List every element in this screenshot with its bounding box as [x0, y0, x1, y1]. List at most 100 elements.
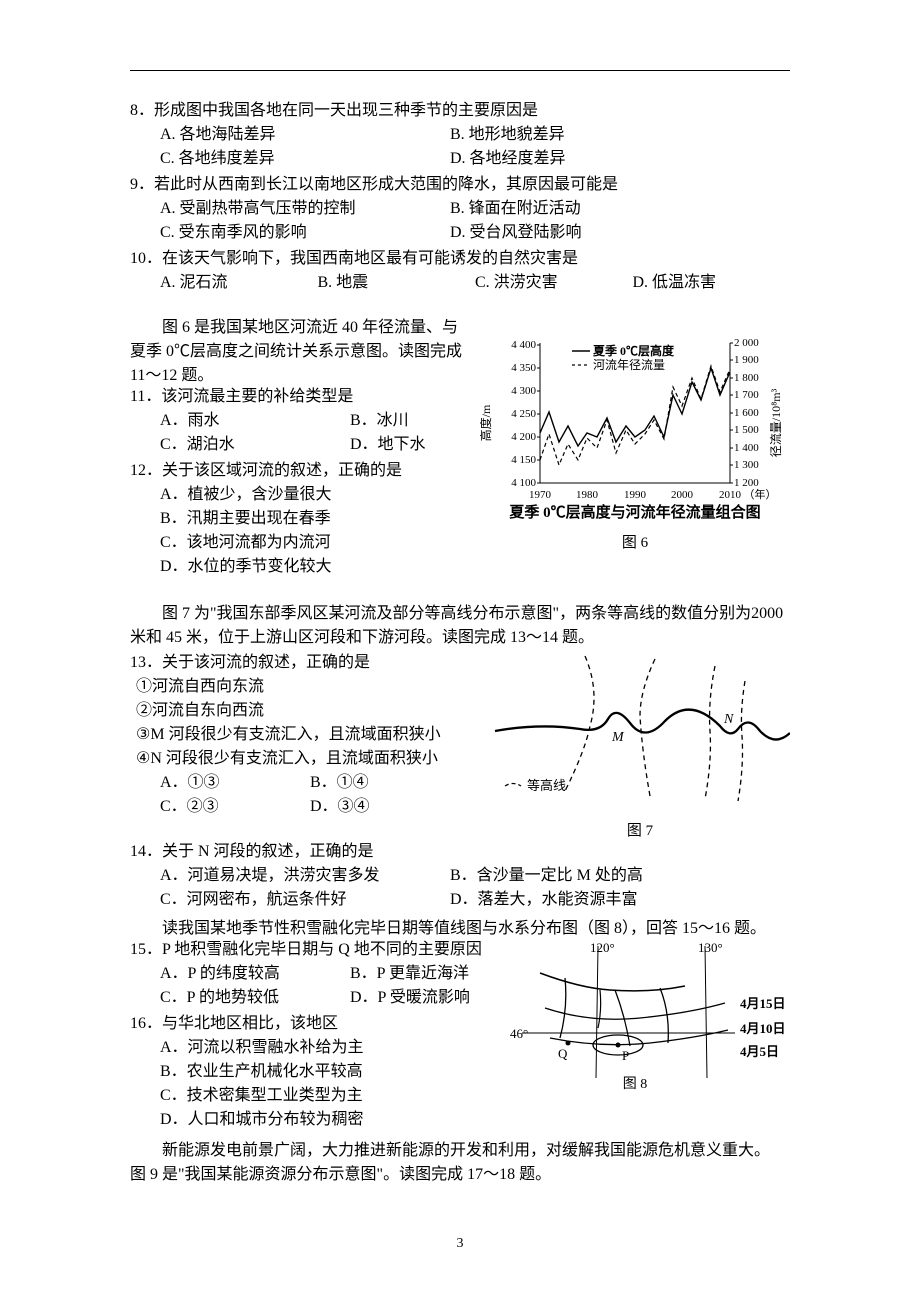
svg-text:46°: 46°: [510, 1026, 528, 1041]
q14-opt-b: B．含沙量一定比 M 处的高: [450, 864, 790, 888]
question-13: 13．关于该河流的叙述，正确的是 ①河流自西向东流 ②河流自东向西流 ③M 河段…: [130, 651, 480, 819]
svg-text:P: P: [622, 1048, 629, 1063]
svg-text:1990: 1990: [624, 489, 647, 501]
q12-stem: 12．关于该区域河流的叙述，正确的是: [130, 459, 470, 483]
top-rule: [130, 70, 790, 71]
q12-opt-d: D．水位的季节变化较大: [130, 555, 470, 579]
q16-stem: 16．与华北地区相比，该地区: [130, 1012, 500, 1036]
page-number: 3: [0, 1236, 920, 1252]
svg-text:1970: 1970: [529, 489, 552, 501]
q11-stem: 11．该河流最主要的补给类型是: [130, 385, 470, 409]
fig6-dash-line: [540, 366, 730, 465]
svg-text:图 8: 图 8: [623, 1077, 648, 1092]
q15-stem: 15．P 地积雪融化完毕日期与 Q 地不同的主要原因: [130, 938, 500, 962]
q13-s1: ①河流自西向东流: [130, 675, 480, 699]
q13-stem: 13．关于该河流的叙述，正确的是: [130, 651, 480, 675]
q13-s2: ②河流自东向西流: [130, 699, 480, 723]
fig6-legend2: 河流年径流量: [593, 358, 665, 372]
question-9: 9．若此时从西南到长江以南地区形成大范围的降水，其原因最可能是 A. 受副热带高…: [130, 173, 790, 245]
fig6-caption: 图 6: [480, 531, 790, 552]
q12-opt-a: A．植被少，含沙量很大: [130, 483, 470, 507]
q16-opt-b: B．农业生产机械化水平较高: [130, 1060, 500, 1084]
svg-text:1 400: 1 400: [734, 442, 759, 454]
svg-text:4 100: 4 100: [511, 477, 536, 489]
svg-text:4月5日: 4月5日: [740, 1044, 779, 1059]
q15-opt-d: D．P 受暖流影响: [350, 986, 470, 1010]
question-14: 14．关于 N 河段的叙述，正确的是 A．河道易决堤，洪涝灾害多发 B．含沙量一…: [130, 840, 790, 912]
q11-opt-a: A．雨水: [160, 409, 350, 433]
svg-text:4 300: 4 300: [511, 385, 536, 397]
svg-text:N: N: [723, 712, 734, 727]
svg-text:4月15日: 4月15日: [740, 996, 786, 1011]
q14-stem: 14．关于 N 河段的叙述，正确的是: [130, 840, 790, 864]
intro-11-12: 图 6 是我国某地区河流近 40 年径流量、与夏季 0℃层高度之间统计关系示意图…: [130, 313, 470, 385]
svg-text:4 400: 4 400: [511, 339, 536, 351]
q10-opt-b: B. 地震: [318, 271, 476, 295]
svg-text:M: M: [611, 730, 625, 745]
q8-opt-d: D. 各地经度差异: [450, 147, 790, 171]
q14-opt-d: D．落差大，水能资源丰富: [450, 888, 790, 912]
figure-8: 120° 130° 46° Q P 4月15日 4月10日 4月5日 图 8: [510, 938, 790, 1134]
q11-opt-b: B．冰川: [350, 409, 409, 433]
block-15-16: 读我国某地季节性积雪融化完毕日期等值线图与水系分布图（图 8），回答 15～16…: [130, 914, 790, 1134]
fig6-x-ticks: 19701980 19902000 2010 （年）: [529, 487, 777, 501]
q13-opt-d: D．③④: [310, 795, 460, 819]
q9-opt-a: A. 受副热带高气压带的控制: [130, 197, 450, 221]
fig6-left-ticks: 4 100 4 150 4 200 4 250 4 300 4 350 4 400: [511, 339, 536, 489]
q9-stem: 9．若此时从西南到长江以南地区形成大范围的降水，其原因最可能是: [130, 173, 790, 197]
q10-opt-d: D. 低温冻害: [633, 271, 791, 295]
q13-opt-c: C．②③: [160, 795, 310, 819]
svg-text:120°: 120°: [590, 940, 615, 955]
fig7-caption: 图 7: [490, 819, 790, 840]
q16-opt-a: A．河流以积雪融水补给为主: [130, 1036, 500, 1060]
intro-15-16: 读我国某地季节性积雪融化完毕日期等值线图与水系分布图（图 8），回答 15～16…: [130, 914, 790, 938]
svg-text:1 700: 1 700: [734, 389, 759, 401]
q10-stem: 10．在该天气影响下，我国西南地区最有可能诱发的自然灾害是: [130, 247, 790, 271]
svg-text:4 350: 4 350: [511, 362, 536, 374]
svg-text:4月10日: 4月10日: [740, 1021, 786, 1036]
q16-opt-c: C．技术密集型工业类型为主: [130, 1084, 500, 1108]
q14-opt-a: A．河道易决堤，洪涝灾害多发: [130, 864, 450, 888]
fig6-solid-line: [540, 368, 730, 446]
q8-opt-c: C. 各地纬度差异: [130, 147, 450, 171]
q15-opt-b: B．P 更靠近海洋: [350, 962, 469, 986]
svg-text:2000: 2000: [671, 489, 694, 501]
question-11: 11．该河流最主要的补给类型是 A．雨水 B．冰川 C．湖泊水 D．地下水: [130, 385, 470, 457]
question-10: 10．在该天气影响下，我国西南地区最有可能诱发的自然灾害是 A. 泥石流 B. …: [130, 247, 790, 295]
fig6-right-ticks: 1 2001 300 1 4001 500 1 6001 700 1 8001 …: [734, 337, 759, 489]
intro-17-18b: 图 9 是"我国某能源资源分布示意图"。读图完成 17～18 题。: [130, 1160, 790, 1184]
svg-text:等高线: 等高线: [527, 778, 566, 793]
svg-text:1980: 1980: [576, 489, 599, 501]
question-12: 12．关于该区域河流的叙述，正确的是 A．植被少，含沙量很大 B．汛期主要出现在…: [130, 459, 470, 579]
block-13-14: 图 7 为"我国东部季风区某河流及部分等高线分布示意图"，两条等高线的数值分别为…: [130, 599, 790, 912]
intro-17-18a: 新能源发电前景广阔，大力推进新能源的开发和利用，对缓解我国能源危机意义重大。: [130, 1136, 790, 1160]
svg-text:4 200: 4 200: [511, 431, 536, 443]
fig6-legend1: 夏季 0℃层高度: [593, 343, 675, 358]
figure-7: M N 等高线 图 7: [490, 651, 790, 840]
svg-text:1 800: 1 800: [734, 372, 759, 384]
q10-opt-a: A. 泥石流: [160, 271, 318, 295]
q15-opt-a: A．P 的纬度较高: [160, 962, 350, 986]
svg-text:1 300: 1 300: [734, 459, 759, 471]
svg-text:径流量/10⁸m³: 径流量/10⁸m³: [769, 388, 783, 457]
q11-opt-c: C．湖泊水: [160, 433, 350, 457]
svg-text:夏季 0℃层高度与河流年径流量组合图: 夏季 0℃层高度与河流年径流量组合图: [508, 503, 760, 521]
svg-text:1 500: 1 500: [734, 424, 759, 436]
q14-opt-c: C．河网密布，航运条件好: [130, 888, 450, 912]
svg-text:高度/m: 高度/m: [480, 404, 493, 441]
q13-s4: ④N 河段很少有支流汇入，且流域面积狭小: [130, 747, 480, 771]
q10-opt-c: C. 洪涝灾害: [475, 271, 633, 295]
q13-opt-b: B．①④: [310, 771, 460, 795]
svg-text:4 150: 4 150: [511, 454, 536, 466]
q16-opt-d: D．人口和城市分布较为稠密: [130, 1108, 500, 1132]
q8-opt-b: B. 地形地貌差异: [450, 123, 790, 147]
svg-text:130°: 130°: [698, 940, 723, 955]
svg-text:2 000: 2 000: [734, 337, 759, 349]
svg-text:Q: Q: [558, 1046, 568, 1061]
q12-opt-b: B．汛期主要出现在春季: [130, 507, 470, 531]
block-11-12: 图 6 是我国某地区河流近 40 年径流量、与夏季 0℃层高度之间统计关系示意图…: [130, 313, 790, 581]
q8-opt-a: A. 各地海陆差异: [130, 123, 450, 147]
q11-opt-d: D．地下水: [350, 433, 426, 457]
question-15: 15．P 地积雪融化完毕日期与 Q 地不同的主要原因 A．P 的纬度较高 B．P…: [130, 938, 500, 1010]
svg-text:4 250: 4 250: [511, 408, 536, 420]
